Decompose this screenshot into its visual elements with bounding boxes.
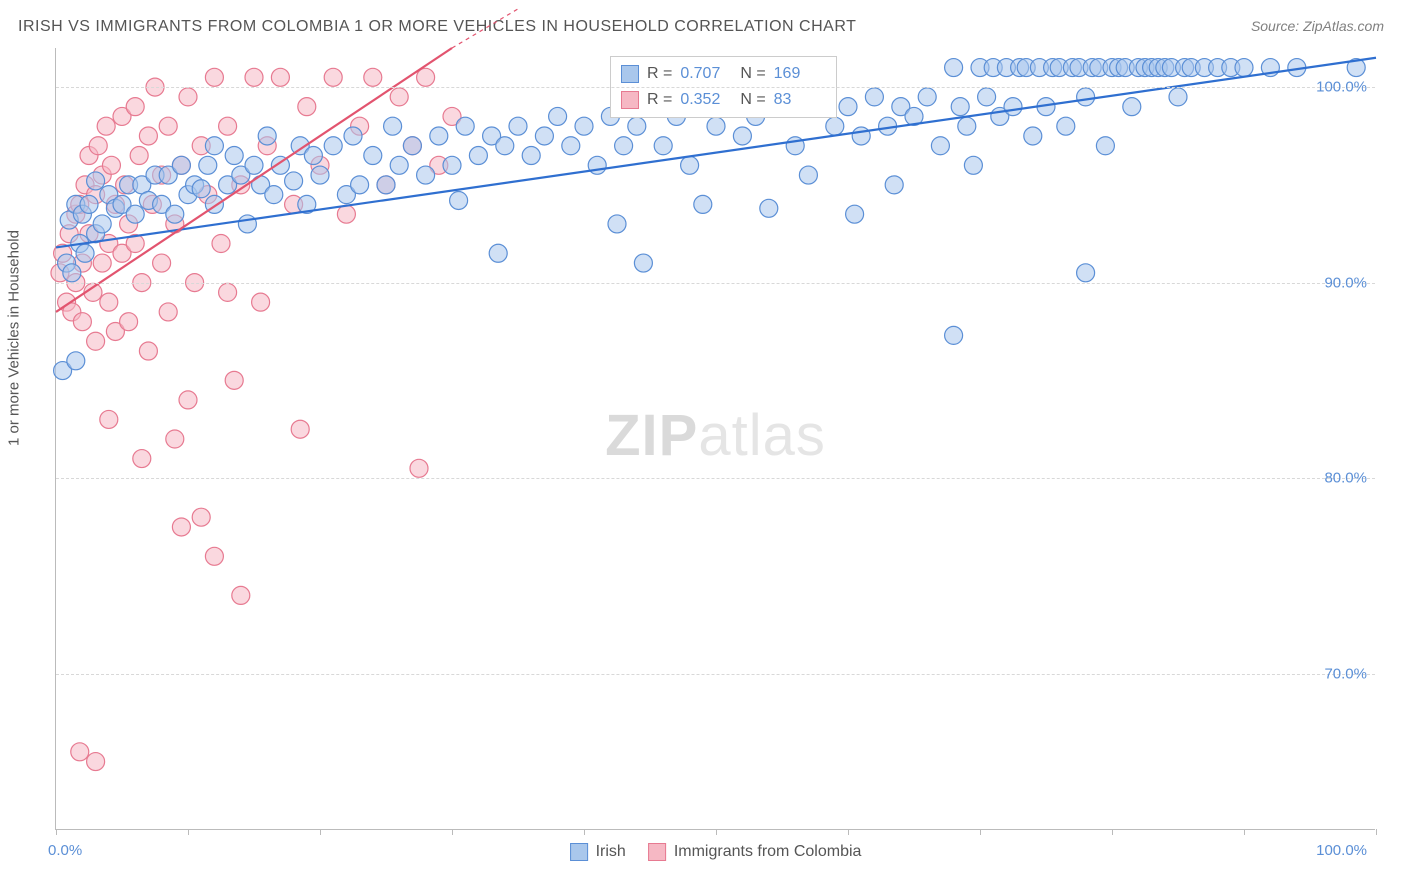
legend-stats-row-irish: R = 0.707 N = 169 — [621, 61, 826, 87]
y-tick-label: 100.0% — [1316, 79, 1367, 96]
x-axis-max-label: 100.0% — [1316, 842, 1367, 859]
plot-area: ZIPatlas R = 0.707 N = 169 R = 0.352 N =… — [55, 48, 1375, 830]
chart-title: IRISH VS IMMIGRANTS FROM COLOMBIA 1 OR M… — [18, 18, 856, 36]
swatch-irish-icon — [570, 843, 588, 861]
gridline — [56, 674, 1375, 675]
n-label: N = — [740, 91, 765, 109]
gridline — [56, 87, 1375, 88]
n-label: N = — [740, 65, 765, 83]
legend-item-irish: Irish — [570, 843, 626, 861]
x-tick — [980, 829, 981, 835]
swatch-irish — [621, 65, 639, 83]
legend-stats-row-colombia: R = 0.352 N = 83 — [621, 87, 826, 113]
x-axis-min-label: 0.0% — [48, 842, 82, 859]
x-tick — [188, 829, 189, 835]
r-label: R = — [647, 65, 672, 83]
x-tick — [1376, 829, 1377, 835]
swatch-colombia — [621, 91, 639, 109]
x-tick — [56, 829, 57, 835]
y-tick-label: 80.0% — [1324, 470, 1367, 487]
legend-label-colombia: Immigrants from Colombia — [674, 843, 862, 861]
y-axis-title: 1 or more Vehicles in Household — [6, 230, 23, 446]
x-tick — [1112, 829, 1113, 835]
r-label: R = — [647, 91, 672, 109]
x-tick — [584, 829, 585, 835]
r-value-colombia: 0.352 — [680, 91, 732, 109]
legend-label-irish: Irish — [596, 843, 626, 861]
scatter-svg — [56, 48, 1375, 829]
x-tick — [452, 829, 453, 835]
gridline — [56, 478, 1375, 479]
x-tick — [848, 829, 849, 835]
swatch-colombia-icon — [648, 843, 666, 861]
legend-item-colombia: Immigrants from Colombia — [648, 843, 862, 861]
y-tick-label: 90.0% — [1324, 274, 1367, 291]
gridline — [56, 283, 1375, 284]
x-tick — [320, 829, 321, 835]
n-value-irish: 169 — [774, 65, 826, 83]
x-tick — [1244, 829, 1245, 835]
y-tick-label: 70.0% — [1324, 665, 1367, 682]
n-value-colombia: 83 — [774, 91, 826, 109]
r-value-irish: 0.707 — [680, 65, 732, 83]
source-label: Source: ZipAtlas.com — [1251, 18, 1384, 34]
x-tick — [716, 829, 717, 835]
legend-series: Irish Immigrants from Colombia — [570, 843, 862, 861]
